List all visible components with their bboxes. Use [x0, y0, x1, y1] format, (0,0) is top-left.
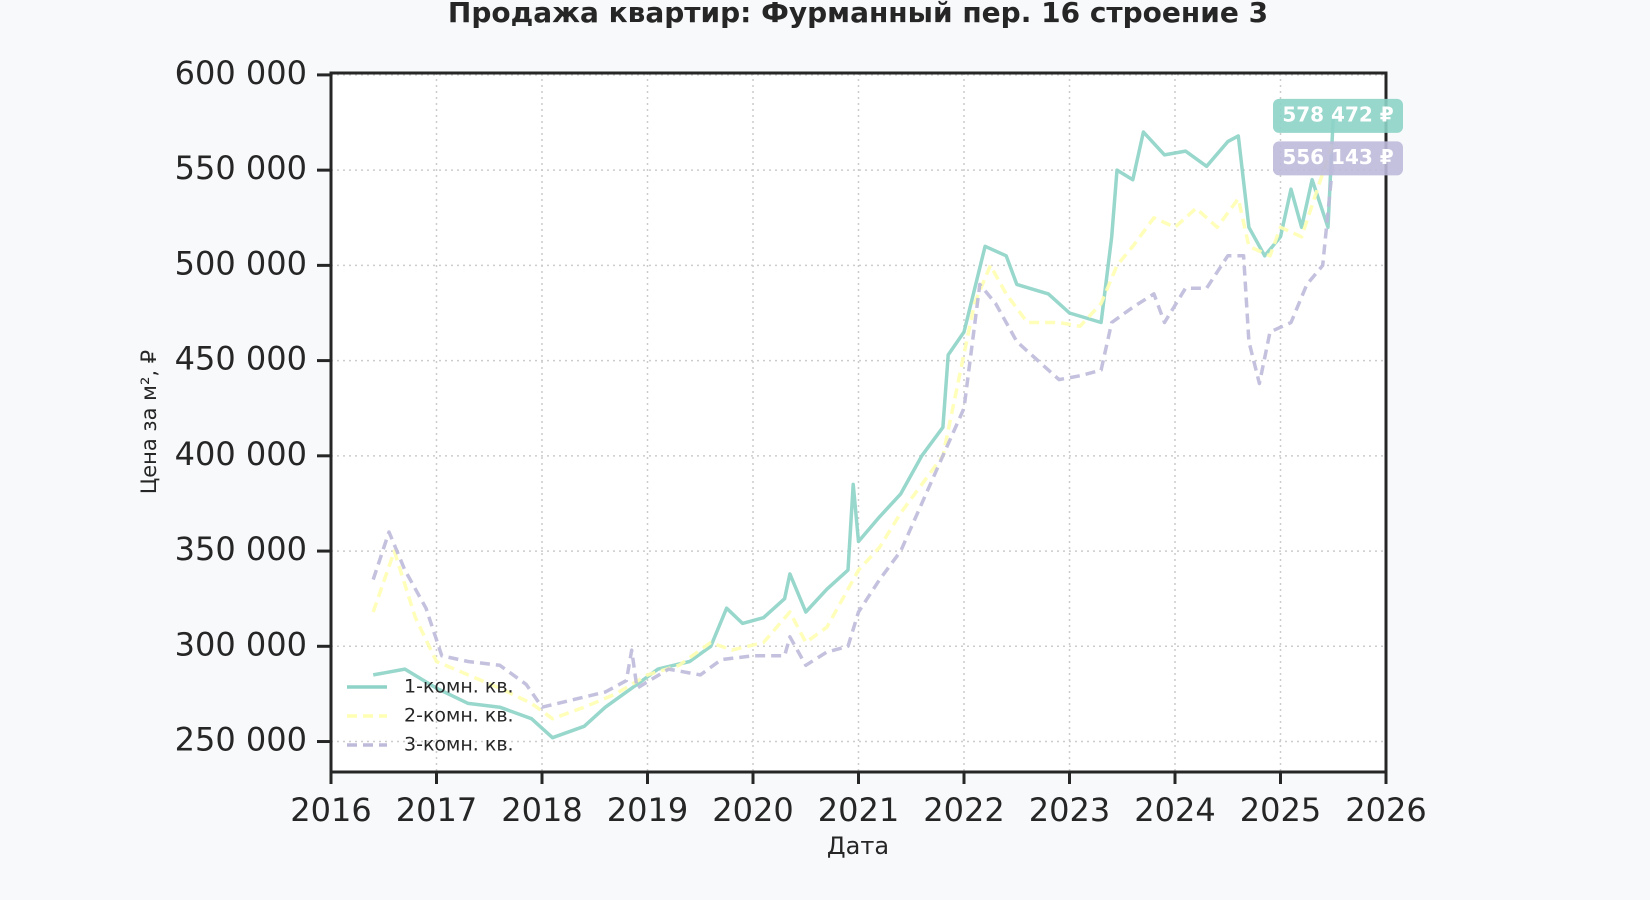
annotation-label: 578 472 ₽: [1282, 102, 1393, 126]
x-tick-label: 2021: [818, 791, 899, 829]
annotation: 578 472 ₽: [1273, 98, 1403, 133]
x-axis-label: Дата: [827, 832, 889, 860]
legend-label: 3-комн. кв.: [404, 734, 514, 756]
y-tick-label: 250 000: [175, 721, 307, 759]
annotation-box: [1273, 98, 1403, 133]
series-line: [371, 158, 1336, 709]
x-tick-label: 2025: [1240, 791, 1321, 829]
x-tick-label: 2016: [290, 791, 371, 829]
y-tick-label: 450 000: [175, 340, 307, 378]
series-line: [371, 141, 1335, 721]
x-tick-label: 2018: [501, 791, 582, 829]
y-axis-label: Цена за м², ₽: [137, 350, 161, 494]
y-tick-label: 300 000: [175, 625, 307, 663]
x-tick-label: 2017: [396, 791, 477, 829]
y-tick-label: 400 000: [175, 435, 307, 473]
y-tick-label: 350 000: [175, 530, 307, 568]
annotation-box: [1273, 141, 1403, 176]
y-tick-label: 600 000: [175, 54, 307, 92]
x-tick-label: 2024: [1134, 791, 1215, 829]
plot-frame: [329, 71, 1388, 774]
legend-label: 2-комн. кв.: [404, 705, 514, 727]
x-tick-label: 2022: [923, 791, 1004, 829]
x-tick-label: 2023: [1029, 791, 1110, 829]
x-tick-label: 2019: [607, 791, 688, 829]
legend-label: 1-комн. кв.: [404, 676, 514, 698]
y-tick-label: 550 000: [175, 149, 307, 187]
x-tick-label: 2026: [1345, 791, 1426, 829]
series-line: [372, 115, 1336, 740]
y-tick-label: 500 000: [175, 244, 307, 282]
annotation-label: 556 143 ₽: [1282, 145, 1393, 169]
chart-title: Продажа квартир: Фурманный пер. 16 строе…: [448, 0, 1268, 29]
annotation: 556 143 ₽: [1273, 141, 1403, 176]
x-tick-label: 2020: [712, 791, 793, 829]
